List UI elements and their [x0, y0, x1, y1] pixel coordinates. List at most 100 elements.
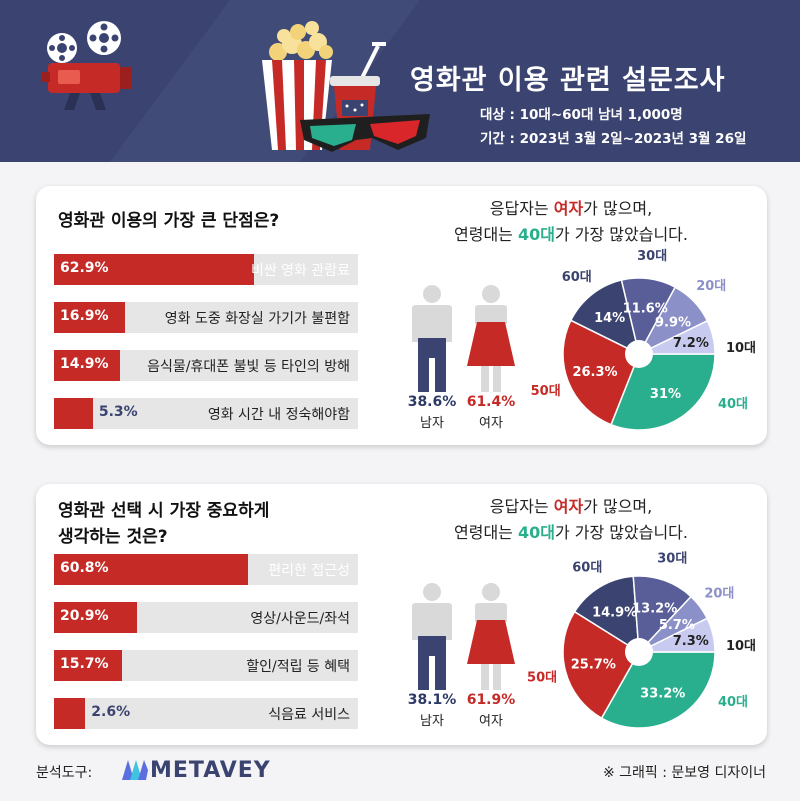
note-text: 가 가장 많았습니다. [554, 523, 688, 542]
page-title: 영화관 이용 관련 설문조사 [410, 65, 726, 96]
metavey-logo-icon [122, 760, 148, 780]
age-category-label: 40대 [718, 695, 748, 710]
metavey-logo-text: METAVEY [150, 758, 271, 783]
3d-glasses-icon [300, 114, 430, 152]
bar [54, 350, 120, 381]
bar-value-label: 5.3% [98, 404, 138, 420]
note-text: 응답자는 [489, 497, 554, 516]
bar-value-label: 60.8% [60, 560, 109, 576]
pie-slice [600, 651, 716, 729]
bar-row: 20.9% 영상/사운드/좌석 [54, 602, 358, 633]
pie-slice [562, 610, 641, 720]
male-percent-label: 38.6% [407, 394, 457, 410]
bar-category-label: 비싼 영화 관람료 [250, 263, 350, 279]
age-category-label: 60대 [562, 270, 592, 285]
header-banner: 영화관 이용 관련 설문조사 대상 : 10대~60대 남녀 1,000명 기간… [0, 0, 800, 162]
donut-hole [625, 638, 653, 666]
note-highlight: 여자 [553, 199, 584, 218]
bar-category-label: 음식물/휴대폰 불빛 등 타인의 방해 [147, 359, 350, 375]
bar-value-label: 15.7% [60, 656, 109, 672]
pie-value-label: 13.2% [632, 602, 677, 617]
male-percent-label: 38.1% [407, 692, 457, 708]
bar-value-label: 16.9% [60, 308, 109, 324]
note-text: 연령대는 [454, 523, 518, 542]
pie-value-label: 7.3% [673, 634, 709, 649]
question-title: 영화관 이용의 가장 큰 단점은? [58, 211, 280, 231]
bar [54, 254, 255, 285]
bar-category-label: 식음료 서비스 [268, 707, 350, 723]
film-projector-icon [42, 21, 132, 110]
age-category-label: 10대 [726, 341, 756, 356]
pie-slice [573, 575, 640, 654]
bar-row: 62.9% 비싼 영화 관람료 [54, 254, 358, 285]
bar-row: 16.9% 영화 도중 화장실 가기가 불편함 [54, 302, 358, 333]
pie-value-label: 31% [650, 387, 681, 402]
age-category-label: 30대 [637, 249, 667, 264]
bar [54, 554, 249, 585]
bar-row: 60.8% 편리한 접근성 [54, 554, 358, 585]
age-category-label: 30대 [657, 552, 687, 567]
female-figure-icon [467, 285, 515, 392]
pie-value-label: 26.3% [572, 365, 617, 380]
pie-slice [638, 617, 716, 653]
age-category-label: 10대 [726, 639, 756, 654]
pie-value-label: 5.7% [659, 618, 695, 633]
bar [54, 398, 93, 429]
note-text: 응답자는 [489, 199, 554, 218]
survey-target: 대상 : 10대~60대 남녀 1,000명 [480, 107, 683, 123]
female-label: 여자 [479, 714, 503, 729]
bar [54, 302, 126, 333]
bar [54, 602, 137, 633]
bar-category-label: 할인/적립 등 혜택 [246, 659, 350, 675]
age-category-label: 20대 [696, 279, 726, 294]
note-text: 연령대는 [454, 225, 518, 244]
survey-period: 기간 : 2023년 3월 2일~2023년 3월 26일 [480, 131, 747, 147]
bar-value-label: 2.6% [91, 704, 131, 720]
summary-note: 응답자는 여자가 많으며, 연령대는 40대가 가장 많았습니다. [396, 494, 746, 546]
bar-row: 15.7% 할인/적립 등 혜택 [54, 650, 358, 681]
bar-row: 14.9% 음식물/휴대폰 불빛 등 타인의 방해 [54, 350, 358, 381]
female-figure-icon [467, 583, 515, 690]
bar-value-label: 14.9% [60, 356, 109, 372]
male-label: 남자 [420, 714, 444, 729]
bar-category-label: 영상/사운드/좌석 [250, 611, 350, 627]
summary-note: 응답자는 여자가 많으며, 연령대는 40대가 가장 많았습니다. [396, 196, 746, 248]
pie-value-label: 9.9% [655, 315, 691, 330]
analysis-tool-label: 분석도구: [36, 765, 93, 781]
bar-category-label: 편리한 접근성 [268, 563, 350, 579]
age-donut-svg: 7.3%5.7%13.2% 33.2% 25.7% 14.9% 10대 20대 30대 40대… [527, 552, 756, 729]
female-label: 여자 [479, 416, 503, 431]
graphic-credit: ※ 그래픽 : 문보영 디자이너 [602, 765, 766, 781]
note-text: 가 많으며, [583, 497, 653, 516]
age-category-label: 60대 [572, 560, 602, 575]
age-category-label: 40대 [718, 397, 748, 412]
bar [54, 698, 86, 729]
female-percent-label: 61.9% [466, 692, 516, 708]
male-figure-icon [412, 285, 452, 392]
pie-slice [562, 319, 640, 426]
question-title: 영화관 선택 시 가장 중요하게 생각하는 것은? [58, 498, 269, 550]
donut-hole [625, 340, 653, 368]
question-title-line: 생각하는 것은? [58, 527, 168, 547]
note-highlight: 여자 [553, 497, 584, 516]
question-title-line: 영화관 선택 시 가장 중요하게 [58, 501, 270, 521]
pie-slice [638, 319, 716, 355]
male-label: 남자 [420, 416, 444, 431]
bar-value-label: 62.9% [60, 260, 109, 276]
female-percent-label: 61.4% [466, 394, 516, 410]
survey-card-1: 영화관 이용의 가장 큰 단점은? 62.9% 비싼 영화 관람료 16.9% 영화 … [36, 186, 767, 445]
age-category-label: 50대 [531, 384, 561, 399]
male-figure-icon [412, 583, 452, 690]
pie-slice [610, 353, 716, 431]
age-donut-svg: 7.2% 9.9%11.6% 31% 26.3% 14% 10대 20대 30대 40대 50대 6… [531, 249, 756, 431]
bar-category-label: 영화 시간 내 정숙해야함 [207, 407, 350, 423]
bar-value-label: 20.9% [60, 608, 109, 624]
note-text: 가 많으며, [583, 199, 653, 218]
pie-value-label: 11.6% [623, 301, 668, 316]
age-category-label: 20대 [704, 586, 734, 601]
pie-value-label: 14% [594, 311, 625, 326]
pie-slice [632, 575, 693, 654]
bar-category-label: 영화 도중 화장실 가기가 불편함 [164, 311, 350, 327]
survey-card-2: 영화관 선택 시 가장 중요하게 생각하는 것은? 60.8% 편리한 접근성 20… [36, 484, 767, 745]
pie-slice [569, 279, 641, 356]
